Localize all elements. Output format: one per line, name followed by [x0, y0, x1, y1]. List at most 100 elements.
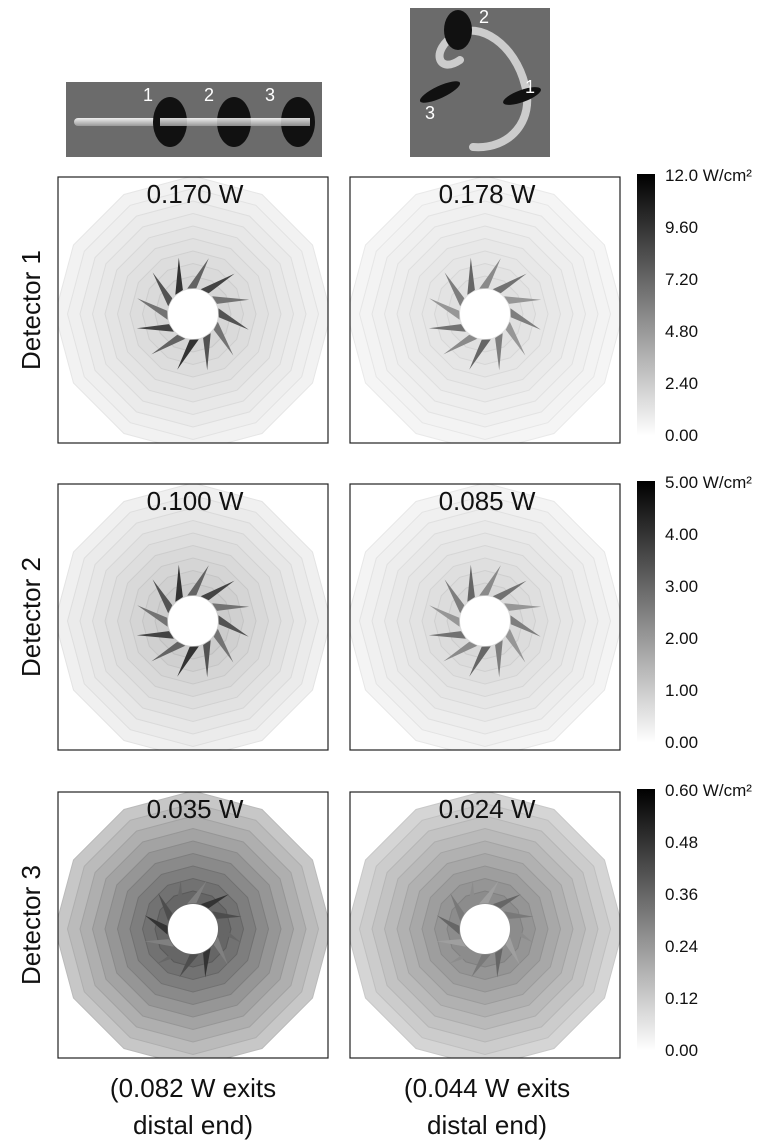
heatmap-blade: [203, 640, 211, 678]
colorbar-label: 0.00: [665, 426, 698, 445]
colorbar-label: 0.00: [665, 1041, 698, 1060]
heatmap-blade: [213, 936, 228, 965]
diagram-label: 3: [265, 85, 275, 105]
heatmap-blade: [469, 646, 491, 677]
panel-frame: [57, 791, 329, 1059]
heatmap-blade: [449, 949, 478, 964]
heatmap-blade: [200, 273, 235, 294]
colorbar: [637, 174, 655, 436]
panel-power: 0.024 W: [439, 794, 536, 824]
heatmap-hole: [168, 289, 218, 339]
heatmap-blade: [479, 565, 501, 596]
colorbar-label: 0.36: [665, 885, 698, 904]
heatmap-panel: 0.178 W: [349, 176, 621, 444]
heatmap-blade: [471, 954, 491, 978]
heatmap-blade: [510, 308, 541, 330]
heatmap-hole: [460, 596, 510, 646]
heatmap-blade: [187, 565, 209, 596]
heatmap-blade: [212, 296, 250, 304]
heatmap: [58, 792, 328, 1058]
heatmap-blade: [429, 298, 460, 320]
heatmap-blade: [137, 298, 168, 320]
heatmap-blade: [136, 324, 174, 332]
heatmap-blade: [152, 272, 173, 307]
heatmap-blade: [137, 605, 168, 627]
heatmap-blade: [218, 615, 249, 637]
diagram-label: 2: [479, 7, 489, 27]
heatmap-blade: [450, 893, 465, 922]
heatmap-blade: [175, 564, 183, 602]
heatmap-blade: [428, 631, 466, 639]
heatmap-panel: 0.085 W: [349, 483, 621, 751]
panel-frame: [349, 176, 621, 444]
heatmap-blade: [144, 939, 174, 947]
row-label: Detector 1: [16, 250, 46, 370]
diagram-label: 2: [204, 85, 214, 105]
heatmap-blade: [504, 603, 542, 611]
colorbar-label: 4.80: [665, 322, 698, 341]
heatmap-blade: [218, 308, 249, 330]
heatmap: [58, 484, 328, 750]
panel-frame: [57, 176, 329, 444]
heatmap-blade: [504, 296, 542, 304]
diagram-label: 3: [425, 103, 435, 123]
panel-frame: [349, 483, 621, 751]
heatmap-blade: [495, 948, 503, 978]
heatmap-blade: [151, 641, 186, 662]
panel-power: 0.170 W: [147, 179, 244, 209]
heatmap-blade: [495, 640, 503, 678]
heatmap-blade: [152, 579, 173, 614]
heatmap-blade: [467, 880, 475, 910]
heatmap-blade: [203, 948, 211, 978]
heatmap-blade: [492, 273, 527, 294]
heatmap-blade: [158, 893, 173, 922]
heatmap-blade: [218, 923, 242, 943]
panel-power: 0.085 W: [439, 486, 536, 516]
colorbar-label: 2.00: [665, 629, 698, 648]
row-label: Detector 2: [16, 557, 46, 677]
heatmap-blade: [136, 631, 174, 639]
heatmap-blade: [443, 641, 478, 662]
row-label: Detector 3: [16, 865, 46, 985]
heatmap-hole: [460, 289, 510, 339]
heatmap-hole: [168, 904, 218, 954]
colorbar-label: 12.0 W/cm²: [665, 166, 752, 185]
diagram-straight: [66, 82, 322, 157]
heatmap-hole: [168, 596, 218, 646]
panel-frame: [349, 791, 621, 1059]
heatmap-blade: [428, 324, 466, 332]
heatmap-blade: [436, 915, 460, 935]
heatmap-blade: [467, 257, 475, 295]
heatmap-blade: [444, 272, 465, 307]
colorbar-label: 1.00: [665, 681, 698, 700]
footnote: (0.082 W exits: [110, 1073, 276, 1103]
heatmap-blade: [495, 333, 503, 371]
heatmap-blade: [510, 615, 541, 637]
heatmap-blade: [467, 564, 475, 602]
heatmap-blade: [444, 579, 465, 614]
heatmap-panel: 0.100 W: [57, 483, 329, 751]
heatmap: [350, 792, 620, 1058]
heatmap-blade: [175, 257, 183, 295]
heatmap-blade: [429, 605, 460, 627]
heatmap-blade: [200, 894, 229, 909]
heatmap-blade: [187, 880, 207, 904]
heatmap-blade: [144, 915, 168, 935]
heatmap-blade: [151, 334, 186, 355]
heatmap-panel: 0.024 W: [349, 791, 621, 1059]
colorbar-label: 0.12: [665, 989, 698, 1008]
heatmap-panel: 0.035 W: [57, 791, 329, 1059]
colorbar-label: 0.24: [665, 937, 698, 956]
panel-frame: [57, 483, 329, 751]
heatmap-blade: [492, 580, 527, 601]
heatmap-blade: [212, 911, 242, 919]
colorbar-label: 9.60: [665, 218, 698, 237]
heatmap-blade: [505, 628, 526, 663]
heatmap-hole: [460, 904, 510, 954]
heatmap-blade: [504, 911, 534, 919]
panel-power: 0.100 W: [147, 486, 244, 516]
heatmap-blade: [175, 880, 183, 910]
heatmap-blade: [177, 339, 199, 370]
